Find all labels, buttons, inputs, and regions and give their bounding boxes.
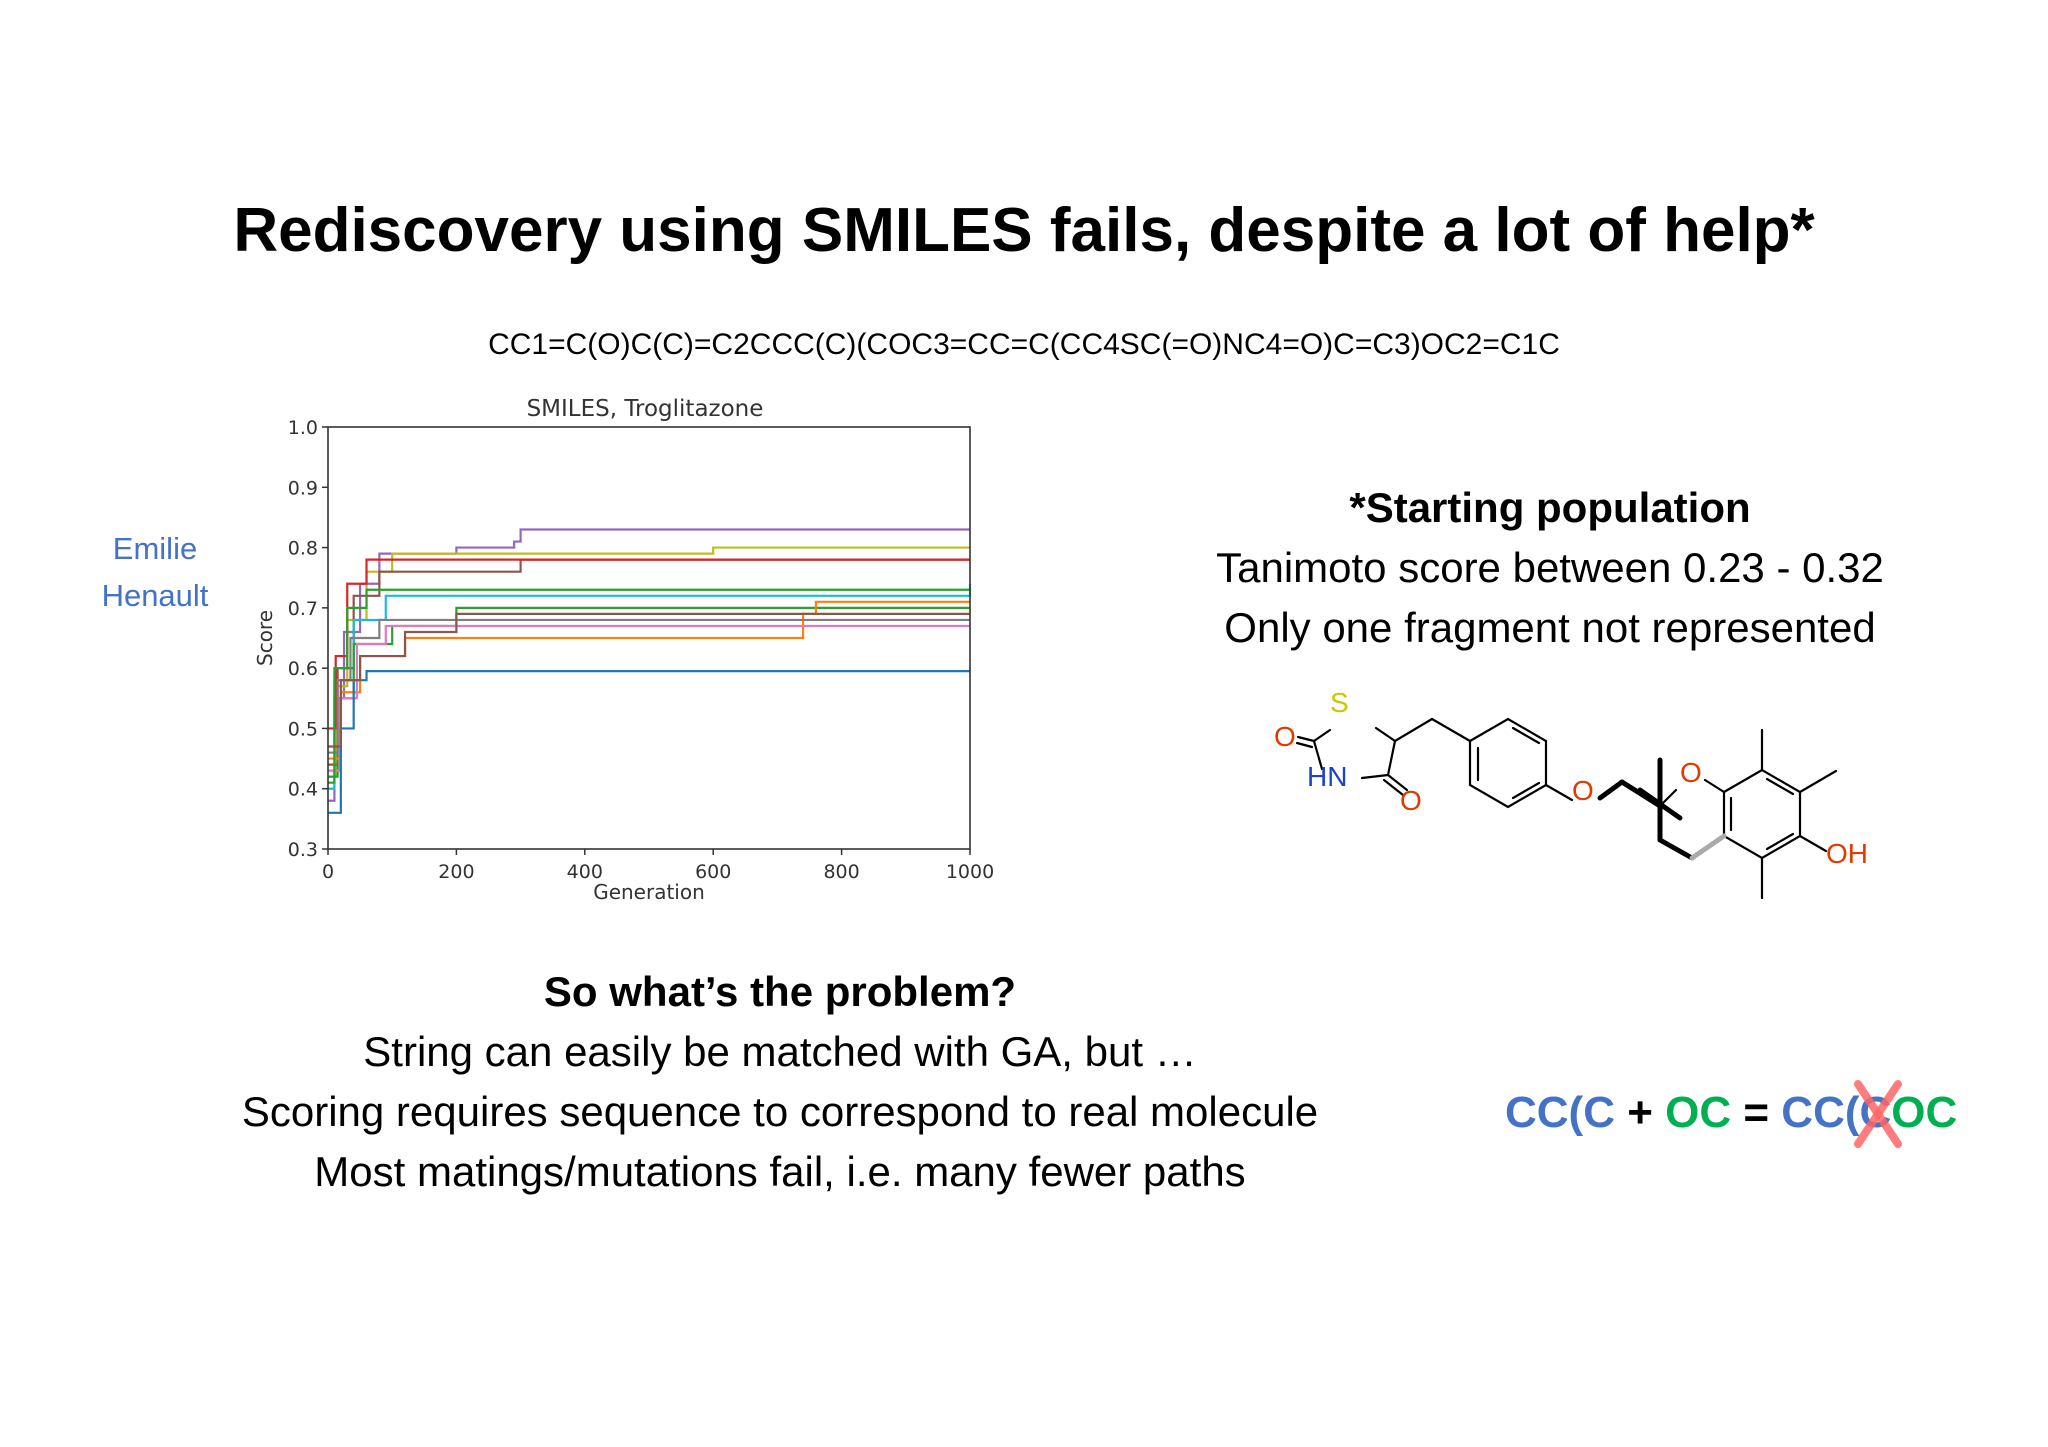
equation-equals: =	[1731, 1088, 1782, 1137]
chart-series-line	[328, 588, 970, 784]
chart-series-line	[328, 558, 970, 730]
chart-series-line	[328, 546, 970, 778]
tanimoto-range-text: Tanimoto score between 0.23 - 0.32	[1216, 544, 1884, 591]
smiles-concat-equation: CC(C + OC = CC(COC	[1505, 1080, 1958, 1148]
starting-population-block: *Starting population Tanimoto score betw…	[1150, 478, 1950, 658]
atom-sulfur: S	[1330, 687, 1349, 718]
author-last-name: Henault	[101, 578, 209, 613]
y-axis-label: Score	[253, 610, 277, 666]
problem-line-3: Most matings/mutations fail, i.e. many f…	[314, 1148, 1246, 1195]
fragment-note-text: Only one fragment not represented	[1224, 604, 1876, 651]
equation-result-c: OC	[1891, 1088, 1958, 1137]
chart-series-line	[328, 670, 970, 814]
equation-plus: +	[1614, 1088, 1666, 1137]
author-name: Emilie Henault	[70, 525, 240, 619]
chart-series-line	[328, 612, 970, 748]
y-tick-label: 0.5	[288, 718, 318, 740]
chart-series-group	[328, 528, 972, 814]
x-tick-label: 400	[567, 861, 603, 883]
y-tick-label: 0.6	[288, 658, 318, 680]
starting-population-heading: *Starting population	[1349, 484, 1751, 531]
x-tick-label: 800	[823, 861, 859, 883]
atom-oxygen-ring: O	[1680, 757, 1702, 788]
troglitazone-structure: S O HN O O O OH	[1274, 687, 1868, 900]
x-tick-label: 600	[695, 861, 731, 883]
chart-series-line	[328, 624, 970, 772]
problem-block: So what’s the problem? String can easily…	[130, 962, 1430, 1202]
chart-frame	[327, 426, 971, 850]
chart-series-line	[328, 606, 970, 778]
smiles-string: CC1=C(O)C(C)=C2CCC(C)(COC3=CC=C(CC4SC(=O…	[488, 328, 1560, 361]
problem-line-2: Scoring requires sequence to correspond …	[241, 1088, 1319, 1135]
y-tick-label: 0.4	[288, 779, 318, 801]
atom-nh: HN	[1307, 761, 1347, 792]
x-tick-label: 1000	[946, 861, 994, 883]
chart-series-line	[328, 528, 970, 802]
slide-title: Rediscovery using SMILES fails, despite …	[233, 196, 1815, 265]
y-tick-label: 0.8	[288, 538, 318, 560]
chart-title: SMILES, Troglitazone	[527, 396, 764, 422]
equation-operand-2: OC	[1665, 1088, 1732, 1137]
problem-heading: So what’s the problem?	[543, 968, 1017, 1015]
atom-oxygen-carbonyl-2: O	[1400, 785, 1422, 816]
cross-mark-icon	[1853, 1080, 1902, 1148]
y-tick-label: 1.0	[288, 417, 318, 439]
equation-result-crossed: C	[1853, 1080, 1902, 1148]
x-axis-label: Generation	[593, 880, 705, 904]
atom-oxygen-ether: O	[1572, 775, 1594, 806]
y-tick-label: 0.7	[288, 598, 318, 620]
equation-operand-1: CC(C	[1505, 1088, 1615, 1137]
atom-oxygen-carbonyl-1: O	[1274, 721, 1296, 752]
chart-ticks: 0 200 400 600 800 1000 0.3 0.4 0.5 0.6 0.7 0.8 0.9 1.…	[288, 417, 994, 883]
x-tick-label: 200	[438, 861, 474, 883]
equation-result-a: CC(	[1781, 1088, 1860, 1137]
chart-series-line	[328, 618, 970, 754]
y-tick-label: 0.3	[288, 839, 318, 861]
atom-hydroxyl: OH	[1826, 838, 1868, 869]
author-first-name: Emilie	[112, 531, 198, 566]
x-tick-label: 0	[322, 861, 334, 883]
score-chart: SMILES, Troglitazone 0 200 400 600 800 1000 0.…	[253, 396, 994, 904]
problem-line-1: String can easily be matched with GA, bu…	[363, 1028, 1197, 1075]
y-tick-label: 0.9	[288, 477, 318, 499]
